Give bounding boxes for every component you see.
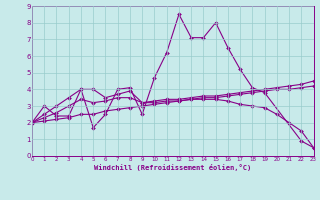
X-axis label: Windchill (Refroidissement éolien,°C): Windchill (Refroidissement éolien,°C) [94, 164, 252, 171]
